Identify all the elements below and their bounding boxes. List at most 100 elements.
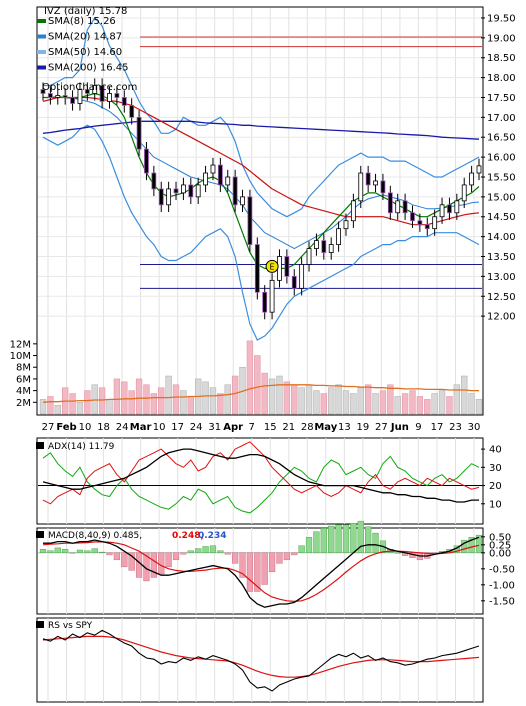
- x-tick-label: 27: [375, 422, 388, 433]
- macd-histogram-bar: [106, 552, 113, 556]
- macd-histogram-bar: [461, 539, 468, 553]
- candle-body: [158, 188, 164, 206]
- volume-bar: [364, 384, 372, 415]
- candle-body: [395, 200, 401, 214]
- volume-bar: [461, 375, 468, 415]
- macd-histogram-bar: [69, 552, 76, 554]
- candle-body: [114, 93, 120, 98]
- candle-body: [380, 180, 386, 194]
- y-tick-label: 19.00: [487, 33, 516, 44]
- candle-body: [402, 200, 408, 214]
- macd-line: [43, 536, 480, 608]
- macd-histogram-bar: [99, 551, 106, 554]
- macd-histogram-bar: [232, 552, 239, 564]
- price-layer: E: [40, 17, 482, 341]
- axis-layer: 27 Feb 10 18 24 Mar 10 17 24 31 Apr 7 15 21 28 May 13 19 2…: [10, 13, 516, 607]
- volume-bar: [401, 393, 409, 415]
- y-tick-label: 18.00: [487, 73, 516, 84]
- candle-body: [387, 192, 393, 214]
- y-tick-label: 16.50: [487, 133, 516, 144]
- macd-value-red: 0.248,: [172, 531, 204, 541]
- volume-bar: [438, 390, 446, 415]
- adx-tick-label: 20: [489, 481, 502, 492]
- candle-body: [203, 172, 208, 186]
- candle-body: [247, 196, 253, 245]
- y-tick-label: 17.50: [487, 93, 516, 104]
- volume-bar: [424, 399, 431, 415]
- volume-bar: [39, 399, 47, 415]
- chart-title: IVZ (daily) 15.78: [44, 6, 127, 17]
- x-tick-label: May: [314, 422, 337, 433]
- macd-histogram-bar: [150, 552, 157, 578]
- x-tick-label: 17: [171, 422, 184, 433]
- volume-bar: [416, 396, 424, 415]
- volume-tick-label: 12M: [10, 339, 31, 350]
- volume-bar: [254, 355, 261, 415]
- macd-histogram-bar: [121, 552, 128, 568]
- candle-body: [343, 220, 349, 230]
- volume-bar: [394, 396, 401, 415]
- candle-body: [299, 264, 305, 289]
- candle-body: [210, 164, 216, 174]
- candle-body: [358, 172, 364, 202]
- volume-bar: [246, 340, 254, 415]
- rs-line: [42, 629, 480, 692]
- macd-histogram-bar: [158, 552, 165, 575]
- candle-body: [121, 97, 127, 106]
- x-tick-label: Apr: [223, 422, 243, 433]
- y-tick-label: 14.50: [487, 212, 516, 223]
- volume-bar: [357, 387, 364, 415]
- volume-bar: [135, 378, 143, 415]
- volume-bar: [328, 387, 335, 415]
- x-tick-label: Mar: [130, 422, 152, 433]
- macd-histogram-bar: [224, 552, 231, 555]
- candle-body: [173, 188, 179, 194]
- volume-bar: [187, 396, 194, 415]
- candle-body: [181, 184, 186, 194]
- candle-body: [166, 188, 172, 206]
- candle-body: [151, 172, 157, 190]
- macd-histogram-bar: [62, 549, 69, 554]
- volume-bar: [217, 393, 224, 415]
- macd-histogram-bar: [328, 525, 335, 553]
- volume-bar: [379, 390, 387, 415]
- volume-bar: [268, 378, 276, 415]
- candle-body: [107, 93, 112, 102]
- candle-body: [195, 184, 201, 198]
- rs-layer: [42, 629, 480, 692]
- x-tick-label: 31: [208, 422, 221, 433]
- volume-tick-label: 4M: [16, 386, 31, 397]
- volume-bar: [372, 393, 379, 415]
- volume-bar: [180, 390, 187, 415]
- x-tick-label: 9: [415, 422, 421, 433]
- macd-histogram-bar: [246, 552, 254, 592]
- macd-histogram-bar: [298, 545, 305, 554]
- volume-bar: [98, 387, 106, 415]
- candle-body: [129, 105, 135, 118]
- macd-tick-label: 0.50: [489, 532, 511, 543]
- x-tick-label: Feb: [56, 422, 76, 433]
- macd-histogram-bar: [350, 523, 357, 553]
- macd-histogram-bar: [165, 552, 172, 568]
- x-tick-label: 15: [264, 422, 277, 433]
- candle-body: [291, 275, 297, 289]
- candle-body: [328, 244, 334, 253]
- volume-bar: [106, 399, 113, 415]
- y-tick-label: 18.50: [487, 53, 516, 64]
- candle-body: [321, 240, 327, 253]
- x-tick-label: 19: [357, 422, 370, 433]
- macd-tick-label: -1.50: [489, 596, 515, 607]
- macd-tick-label: 0.25: [489, 540, 511, 551]
- volume-bar: [113, 378, 121, 415]
- macd-histogram-bar: [187, 550, 194, 553]
- y-tick-label: 13.50: [487, 252, 516, 263]
- candle-body: [269, 279, 275, 313]
- volume-bar: [54, 404, 61, 415]
- legend-entry: SMA(50) 14.60: [48, 47, 122, 58]
- earnings-marker: [265, 259, 279, 273]
- candle-body: [417, 220, 423, 226]
- volume-bar: [446, 396, 453, 415]
- macd-histogram-bar: [394, 552, 401, 554]
- candle-body: [336, 228, 341, 245]
- macd-histogram-bar: [342, 524, 350, 554]
